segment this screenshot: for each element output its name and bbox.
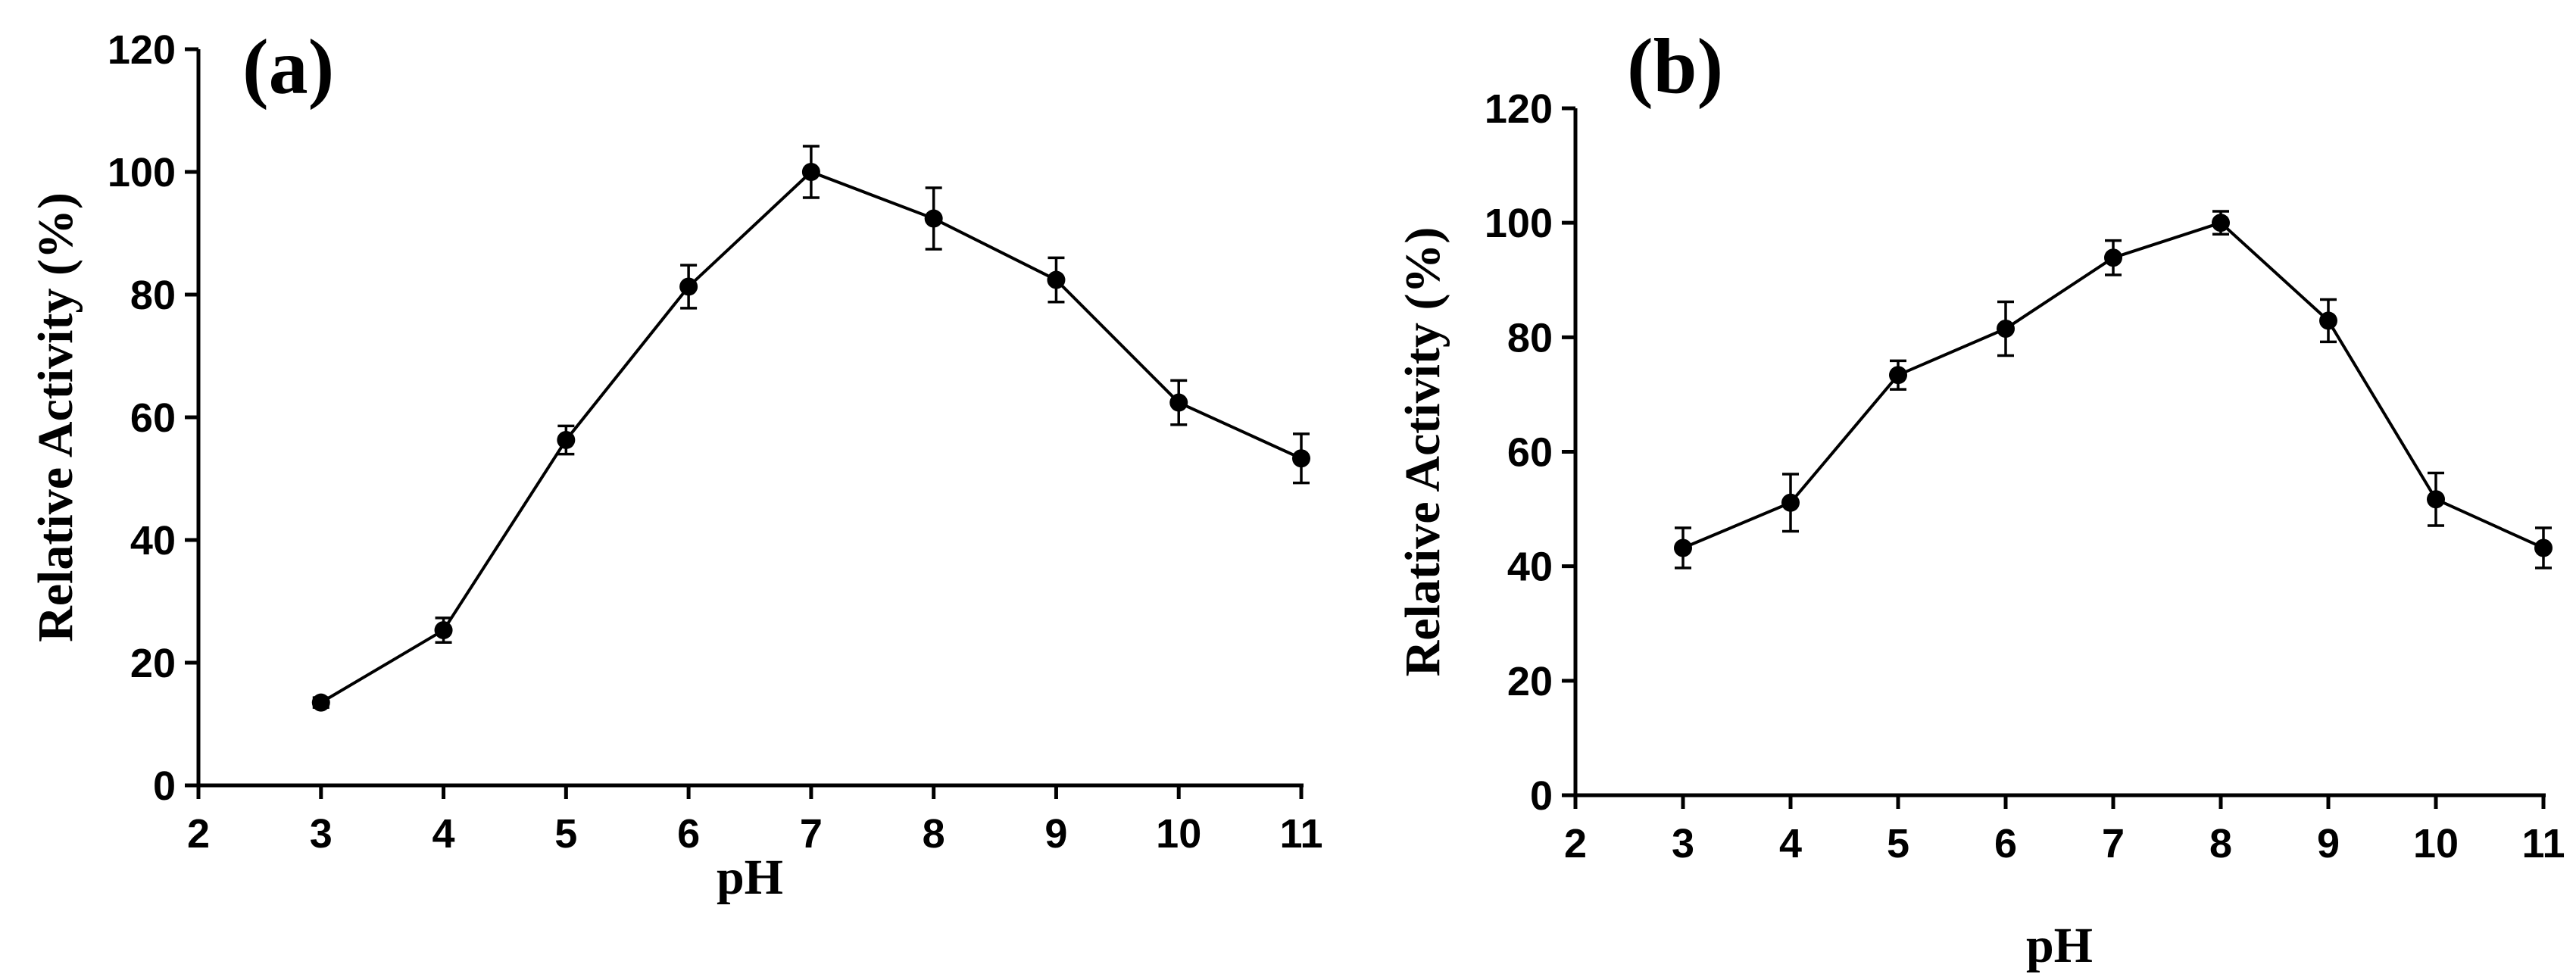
y-tick-label: 120 xyxy=(108,27,176,73)
data-point xyxy=(1781,493,1800,512)
y-tick-label: 80 xyxy=(130,273,176,318)
x-axis-title: pH xyxy=(717,850,783,905)
data-point xyxy=(1169,393,1188,412)
data-point xyxy=(1889,366,1907,385)
data-point xyxy=(1674,538,1692,557)
y-tick-label: 100 xyxy=(108,150,176,195)
x-tick-label: 7 xyxy=(2102,821,2125,866)
x-tick-label: 10 xyxy=(2413,821,2459,866)
panel-label: (a) xyxy=(242,23,334,111)
y-tick-label: 0 xyxy=(153,763,176,809)
y-axis-title: Relative Activity (%) xyxy=(28,192,83,642)
x-tick-label: 4 xyxy=(432,811,455,857)
x-tick-label: 9 xyxy=(2317,821,2340,866)
chart-panel-a: 0 20 40 60 80 100 120 2 3 4 5 6 7 8 9 10 11 pH Relative Ac… xyxy=(28,23,1323,905)
x-tick-label: 9 xyxy=(1044,811,1067,857)
data-point xyxy=(801,163,820,181)
x-tick-label: 11 xyxy=(1279,811,1322,857)
x-tick-label: 5 xyxy=(554,811,577,857)
y-tick-label: 60 xyxy=(130,395,176,441)
data-point xyxy=(2427,490,2445,509)
data-point xyxy=(679,277,698,296)
y-tick-label: 60 xyxy=(1507,430,1553,476)
x-axis-title: pH xyxy=(2026,918,2093,973)
x-tick-label: 7 xyxy=(800,811,823,857)
data-point xyxy=(2319,311,2337,330)
data-point xyxy=(1047,270,1066,289)
y-tick-label: 20 xyxy=(1507,659,1553,704)
data-point xyxy=(2212,214,2230,233)
data-point xyxy=(434,621,453,640)
x-tick-label: 3 xyxy=(1672,821,1694,866)
x-tick-label: 8 xyxy=(923,811,945,857)
x-tick-label: 8 xyxy=(2209,821,2232,866)
x-tick-label: 2 xyxy=(187,811,210,857)
y-tick-label: 40 xyxy=(130,518,176,563)
data-point xyxy=(2104,248,2122,267)
x-tick-label: 6 xyxy=(1994,821,2017,866)
y-axis-title: Relative Activity (%) xyxy=(1395,227,1450,677)
x-tick-label: 11 xyxy=(2521,821,2565,866)
data-point xyxy=(1997,319,2015,338)
x-tick-label: 3 xyxy=(310,811,333,857)
data-point xyxy=(557,430,576,449)
series-line xyxy=(320,170,1302,704)
data-point xyxy=(924,209,943,228)
chart-panel-b: 0 20 40 60 80 100 120 2 3 4 5 6 7 8 9 10 11 pH Relative Ac… xyxy=(1395,23,2565,973)
x-tick-label: 10 xyxy=(1156,811,1201,857)
x-tick-label: 5 xyxy=(1887,821,1909,866)
panel-label: (b) xyxy=(1627,23,1723,110)
data-point xyxy=(311,693,330,712)
y-tick-label: 80 xyxy=(1507,315,1553,361)
data-point xyxy=(1292,449,1310,468)
x-tick-label: 6 xyxy=(677,811,700,857)
x-tick-label: 4 xyxy=(1779,821,1802,866)
x-tick-label: 2 xyxy=(1564,821,1587,866)
y-tick-label: 120 xyxy=(1485,86,1553,132)
y-tick-label: 20 xyxy=(130,641,176,686)
y-tick-label: 0 xyxy=(1530,773,1553,819)
y-tick-label: 100 xyxy=(1485,201,1553,246)
data-point xyxy=(2534,538,2553,557)
y-tick-label: 40 xyxy=(1507,545,1553,590)
